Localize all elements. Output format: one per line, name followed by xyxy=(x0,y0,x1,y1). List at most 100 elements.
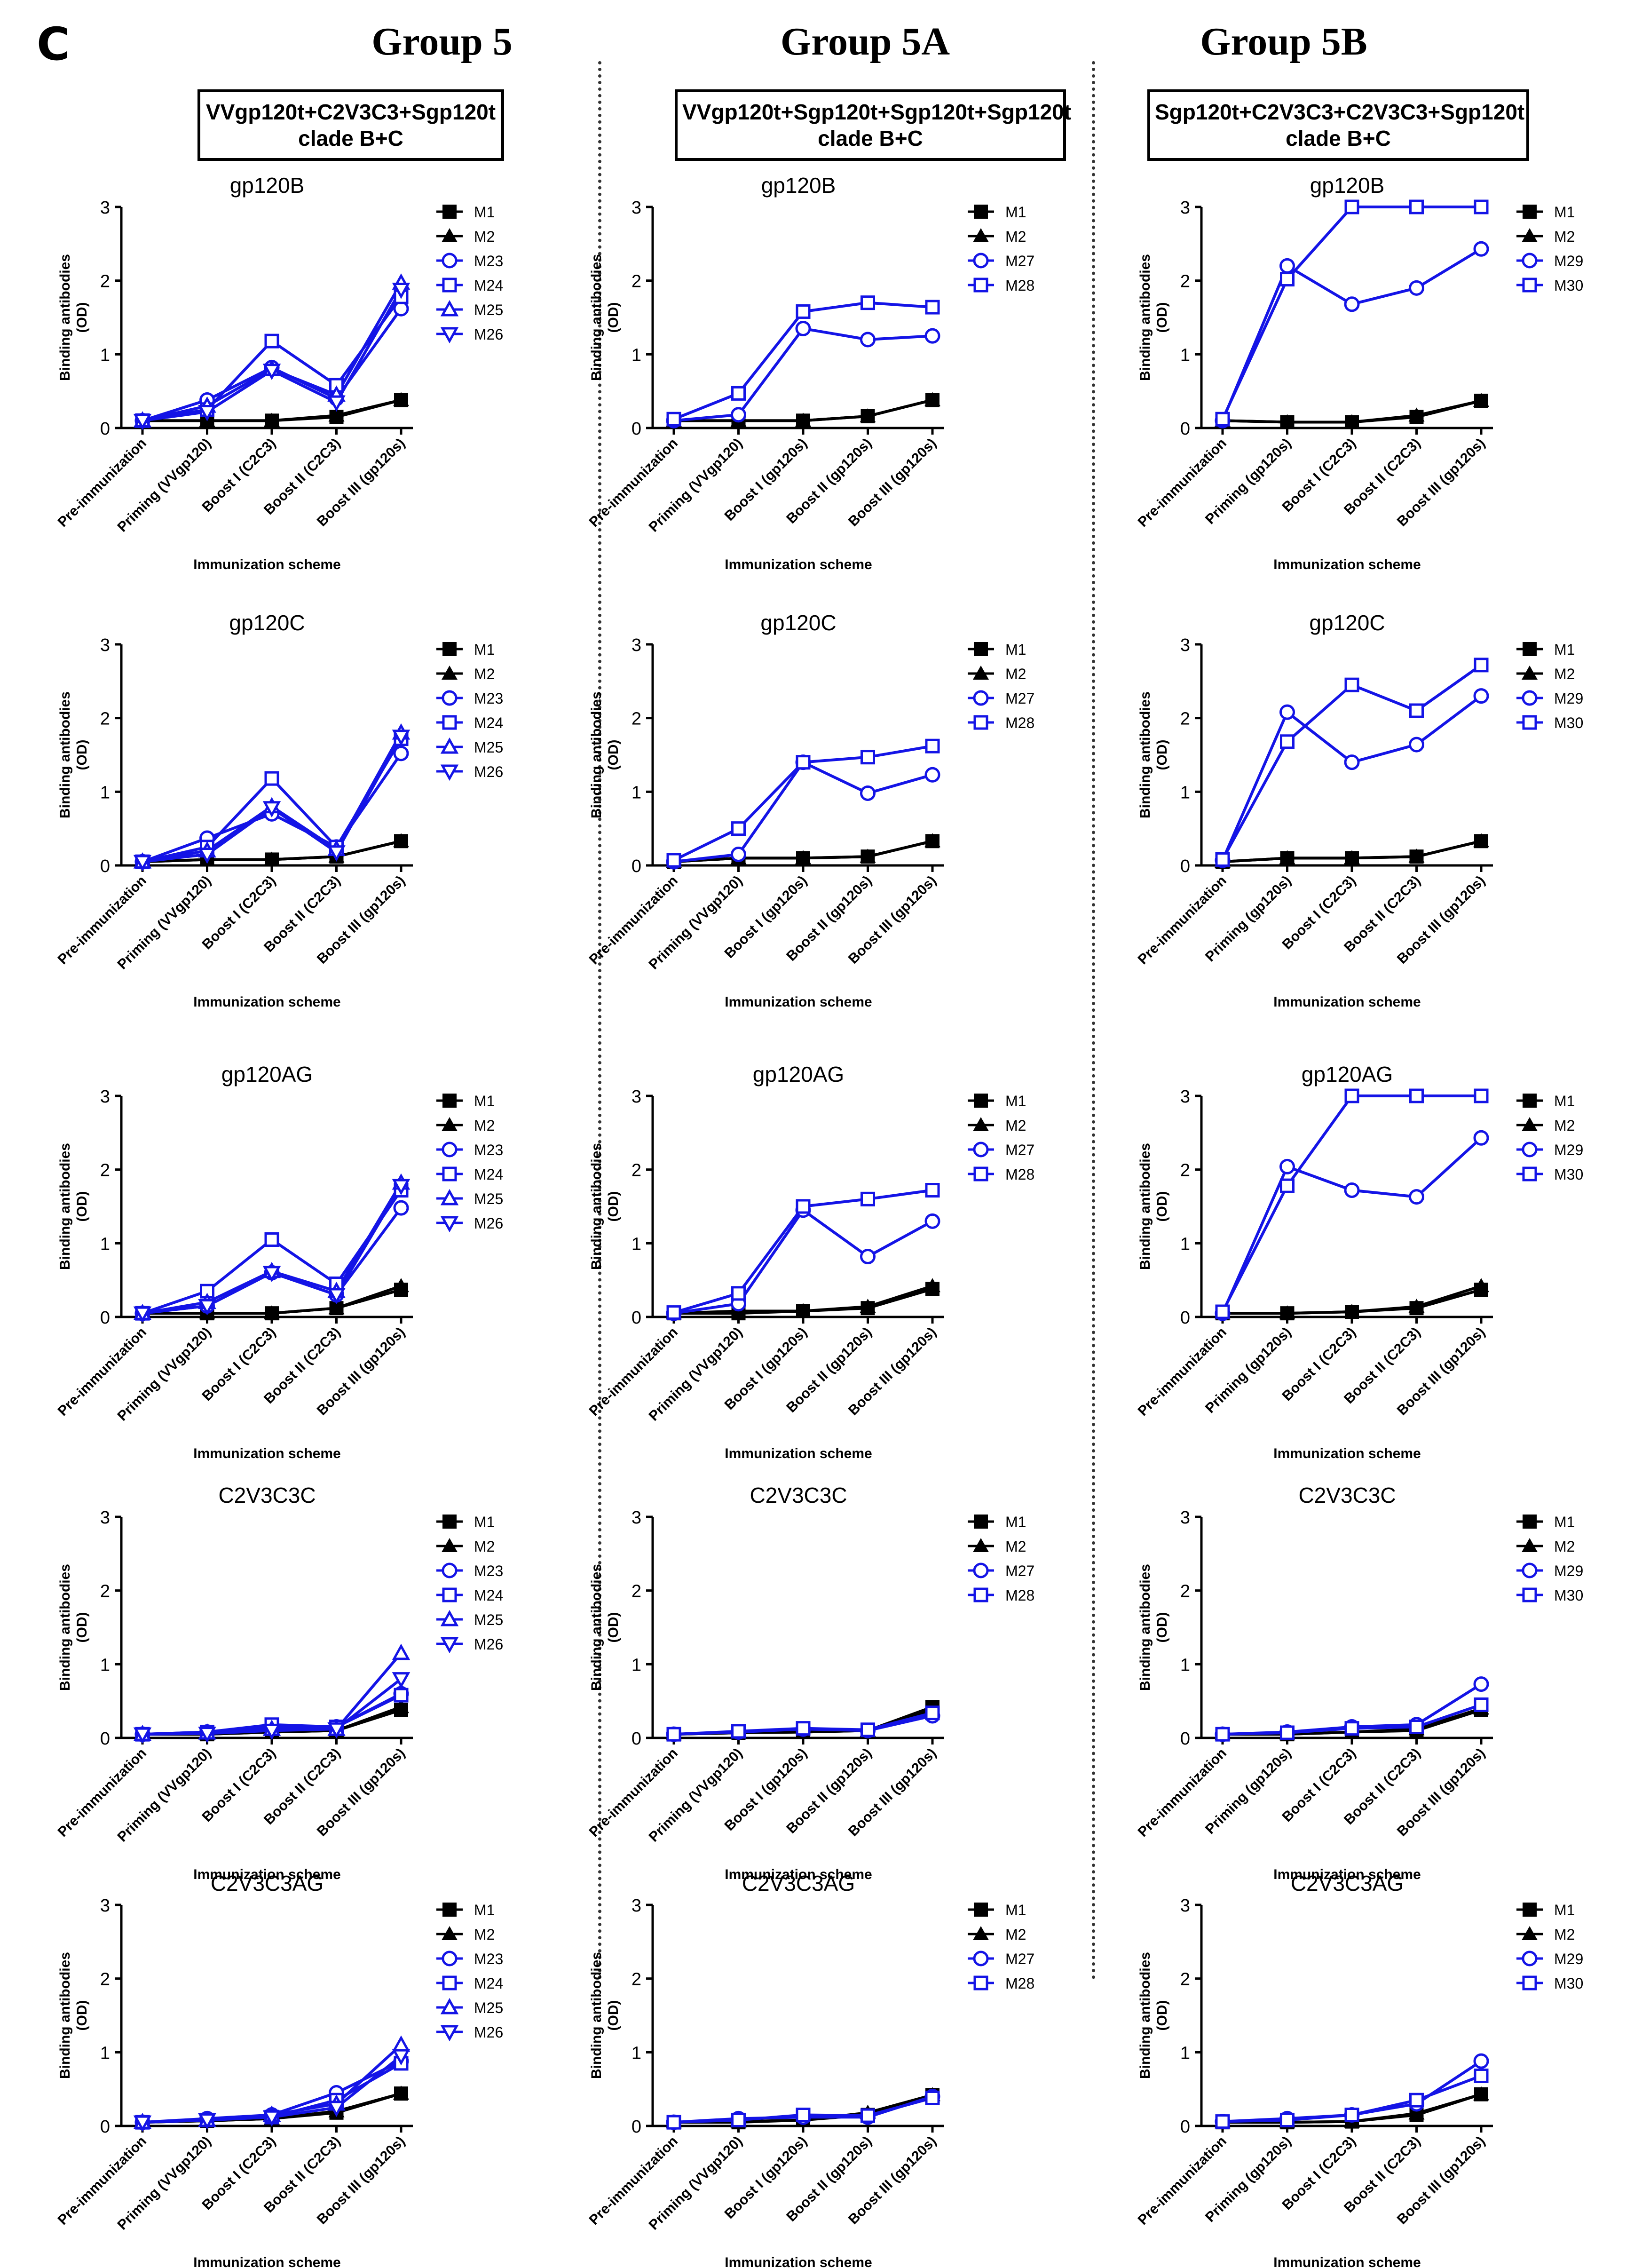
legend-marker-m2 xyxy=(973,228,989,242)
legend-label-m26: M26 xyxy=(474,326,503,343)
legend-marker-m1 xyxy=(442,1094,457,1108)
point-m26-3 xyxy=(327,2101,346,2117)
point-m2-3 xyxy=(860,1299,876,1313)
point-m2-3 xyxy=(328,407,345,422)
y-tick-label: 3 xyxy=(100,198,110,218)
point-m27-3 xyxy=(860,785,876,801)
point-m2-2 xyxy=(264,412,280,427)
y-tick-label: 3 xyxy=(100,1896,110,1916)
legend-label-m26: M26 xyxy=(474,1215,503,1232)
legend-marker-m24 xyxy=(442,1166,457,1182)
point-m29-4 xyxy=(1473,2053,1489,2069)
y-tick-label: 0 xyxy=(1180,1308,1190,1328)
legend-label-m2: M2 xyxy=(1554,1117,1575,1134)
x-axis-label: Immunization scheme xyxy=(1273,557,1421,572)
y-tick-label: 0 xyxy=(1180,856,1190,876)
point-m28-3 xyxy=(861,1191,875,1206)
legend-marker-m29 xyxy=(1522,1562,1538,1578)
series-line-m29 xyxy=(1221,1137,1483,1314)
y-axis-label: Binding antibodies (OD) xyxy=(57,691,90,818)
y-tick-label: 2 xyxy=(1180,1970,1190,1990)
point-m2-2 xyxy=(795,1303,811,1317)
point-m29-4 xyxy=(1473,241,1489,257)
y-tick-label: 1 xyxy=(100,1655,110,1675)
y-tick-label: 0 xyxy=(632,1729,641,1749)
chart-title: gp120AG xyxy=(1302,1062,1393,1086)
y-tick-label: 1 xyxy=(1180,345,1190,365)
point-m29-3 xyxy=(1409,1189,1424,1205)
legend-label-m2: M2 xyxy=(1005,666,1026,682)
y-axis-label: Binding antibodies (OD) xyxy=(57,1952,90,2079)
legend-label-m30: M30 xyxy=(1554,1587,1583,1604)
y-tick-label: 2 xyxy=(1180,1582,1190,1602)
point-m26-1 xyxy=(198,405,216,421)
legend-marker-m30 xyxy=(1522,278,1537,293)
legend-marker-m2 xyxy=(442,228,458,242)
legend-label-m2: M2 xyxy=(1554,228,1575,245)
point-m26-1 xyxy=(198,848,216,864)
point-m30-3 xyxy=(1409,199,1424,214)
point-m29-4 xyxy=(1473,1130,1489,1146)
y-tick-label: 3 xyxy=(1180,1508,1190,1528)
point-m28-1 xyxy=(731,386,746,401)
point-m2-4 xyxy=(393,2086,409,2100)
y-tick-label: 3 xyxy=(632,635,641,655)
y-tick-label: 0 xyxy=(1180,2117,1190,2137)
point-m28-4 xyxy=(925,1705,940,1721)
legend-marker-m29 xyxy=(1522,1142,1538,1158)
x-axis-label: Immunization scheme xyxy=(1273,994,1421,1010)
legend-marker-m25 xyxy=(440,737,459,754)
legend-marker-m2 xyxy=(442,666,458,680)
y-axis-label: Binding antibodies (OD) xyxy=(1137,691,1170,818)
legend-label-m30: M30 xyxy=(1554,1166,1583,1183)
legend-label-m2: M2 xyxy=(474,666,495,682)
y-tick-label: 1 xyxy=(1180,1234,1190,1254)
y-tick-label: 1 xyxy=(100,345,110,365)
point-m28-1 xyxy=(731,1724,746,1739)
y-tick-label: 0 xyxy=(632,856,641,876)
legend-marker-m27 xyxy=(973,1562,989,1578)
legend-label-m29: M29 xyxy=(1554,1951,1583,1967)
point-m30-3 xyxy=(1409,1720,1424,1734)
group-5b-clade: clade B+C xyxy=(1286,126,1391,151)
series-line-m25 xyxy=(142,1182,403,1315)
point-m28-2 xyxy=(796,2108,811,2122)
y-axis-label: Binding antibodies (OD) xyxy=(589,1143,621,1270)
y-tick-label: 1 xyxy=(632,1234,641,1254)
legend-label-m24: M24 xyxy=(474,1166,503,1183)
legend-marker-m26 xyxy=(440,2025,459,2042)
group-title-5b: Group 5B xyxy=(1200,20,1367,63)
point-m28-0 xyxy=(666,1305,681,1320)
point-m28-2 xyxy=(796,304,811,319)
y-tick-label: 3 xyxy=(632,1087,641,1107)
point-m29-4 xyxy=(1473,1676,1489,1692)
point-m2-4 xyxy=(1473,1278,1489,1293)
y-tick-label: 0 xyxy=(1180,1729,1190,1749)
legend-label-m30: M30 xyxy=(1554,277,1583,294)
point-m26-3 xyxy=(327,395,346,412)
legend-label-m23: M23 xyxy=(474,253,503,270)
legend-label-m26: M26 xyxy=(474,763,503,780)
point-m29-2 xyxy=(1344,1182,1360,1198)
y-tick-label: 2 xyxy=(100,1970,110,1990)
y-tick-label: 2 xyxy=(1180,272,1190,292)
point-m30-1 xyxy=(1280,734,1295,749)
point-m28-1 xyxy=(731,821,746,836)
y-tick-label: 1 xyxy=(1180,1655,1190,1675)
legend-marker-m25 xyxy=(440,1610,459,1626)
legend-label-m27: M27 xyxy=(1005,253,1034,270)
legend-marker-m26 xyxy=(440,1216,459,1233)
point-m2-4 xyxy=(393,392,409,406)
point-m30-4 xyxy=(1474,1088,1489,1103)
point-m27-4 xyxy=(924,328,940,344)
group-divider-2 xyxy=(1092,61,1095,1980)
legend-label-m1: M1 xyxy=(1005,1902,1026,1919)
legend-label-m1: M1 xyxy=(1554,641,1575,658)
y-tick-label: 3 xyxy=(632,1508,641,1528)
legend-label-m2: M2 xyxy=(474,1926,495,1943)
series-line-m30 xyxy=(1221,1094,1481,1313)
legend-label-m1: M1 xyxy=(474,204,495,221)
legend-marker-m1 xyxy=(442,205,457,219)
